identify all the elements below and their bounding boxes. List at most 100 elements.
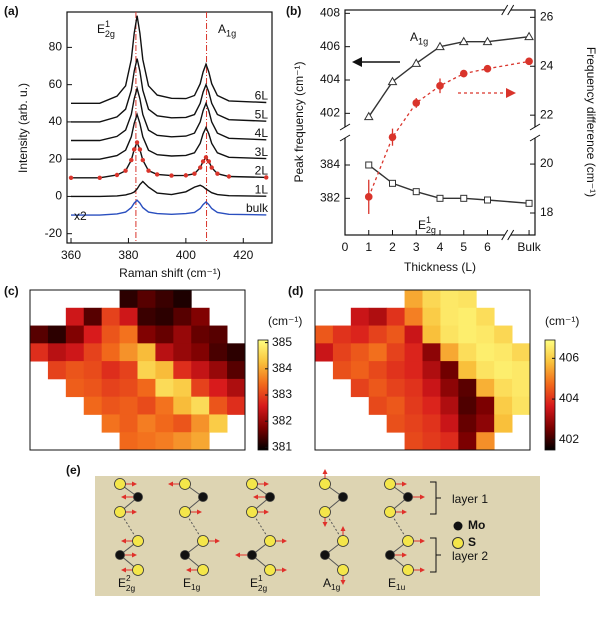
marker <box>131 147 137 152</box>
displacement-head <box>282 567 287 573</box>
marker <box>192 171 197 176</box>
heat-cell <box>47 343 67 362</box>
diagram-background <box>95 476 540 596</box>
heat-cell <box>83 325 103 344</box>
y-tick-label: 382 <box>320 191 340 205</box>
heat-cell <box>350 378 370 398</box>
series-label: 6L <box>255 89 269 103</box>
x-tick-label: 400 <box>176 248 196 262</box>
displacement-head <box>215 538 220 544</box>
heat-cell <box>155 325 174 344</box>
heat-cell <box>512 396 531 415</box>
heat-cell <box>368 378 388 398</box>
heat-cell <box>119 378 138 398</box>
map-frame <box>29 289 246 451</box>
heat-cell <box>137 343 156 362</box>
heat-cell <box>155 290 174 309</box>
x-tick-label: 420 <box>233 248 253 262</box>
y-axis-label: Intensity (arb. u.) <box>16 83 30 173</box>
colorbar <box>544 339 556 451</box>
y2-tick-label: 22 <box>540 107 554 121</box>
heat-cell <box>332 343 352 362</box>
mode-label: E2 2g <box>118 573 136 593</box>
marker <box>206 159 212 164</box>
heat-cell <box>494 325 513 344</box>
heat-cell <box>404 343 423 362</box>
marker <box>114 172 120 178</box>
y2-tick-label: 24 <box>540 58 554 72</box>
x-axis-label: Thickness (L) <box>404 260 476 274</box>
symbol-main: E <box>250 576 258 590</box>
heat-cell <box>368 361 388 380</box>
sulfur-atom <box>246 506 258 518</box>
axis-break-mark <box>529 123 541 131</box>
sulfur-atom <box>264 535 276 547</box>
heat-cell <box>404 414 423 433</box>
displacement-head <box>121 538 126 544</box>
legend-mo <box>453 521 463 531</box>
marker <box>137 147 143 152</box>
heat-cell <box>209 396 228 415</box>
marker <box>460 194 468 202</box>
displacement-head <box>121 494 126 500</box>
heat-cell <box>386 307 405 326</box>
heat-cell <box>47 361 67 380</box>
y-tick-label: -20 <box>45 226 63 240</box>
marker <box>68 175 74 180</box>
displacement-head <box>264 509 269 515</box>
heat-cell <box>476 414 495 433</box>
sulfur-atom <box>114 506 126 518</box>
heat-cell <box>386 396 405 415</box>
heat-cell <box>209 414 228 433</box>
sulfur-atom <box>179 478 191 490</box>
symbol-sub: 1g <box>331 582 341 592</box>
symbol-main: E <box>183 576 191 590</box>
heat-cell <box>512 378 531 398</box>
symbol-main: E <box>418 218 426 232</box>
heat-cell <box>476 396 495 415</box>
heat-cell <box>173 361 192 380</box>
heat-cell <box>368 396 388 415</box>
x-tick-label: 1 <box>365 240 372 254</box>
heat-cell <box>65 325 85 344</box>
heat-cell <box>65 343 85 362</box>
heat-cell <box>422 361 441 380</box>
heat-cell <box>458 396 477 415</box>
heat-cell <box>119 361 138 380</box>
heat-cell <box>65 378 85 398</box>
marker <box>183 173 189 178</box>
molybdenum-atom <box>338 492 348 502</box>
displacement-head <box>264 481 269 487</box>
heat-cell <box>173 432 192 451</box>
molybdenum-atom <box>385 550 395 560</box>
heat-cell <box>65 361 85 380</box>
marker <box>364 193 373 201</box>
symbol-sub: 2g <box>258 583 268 593</box>
x-axis-label: Raman shift (cm⁻¹) <box>119 266 221 280</box>
colorbar-tick-label: 384 <box>272 361 292 375</box>
heat-cell <box>386 343 405 362</box>
heat-cell <box>155 307 174 326</box>
molybdenum-atom <box>198 492 208 502</box>
symbol-main: A <box>323 576 331 590</box>
heat-cell <box>440 290 459 309</box>
series-line <box>71 140 267 179</box>
x-tick-label: 0 <box>342 240 349 254</box>
symbol-sup: 1 <box>258 573 263 583</box>
heat-cell <box>227 343 246 362</box>
marker <box>525 57 533 66</box>
heat-cell <box>83 396 103 415</box>
y-tick-label: 60 <box>49 77 63 91</box>
marker <box>411 58 422 67</box>
plot-frame <box>66 11 273 244</box>
heat-cell <box>227 361 246 380</box>
mode-label: E1g <box>183 576 201 592</box>
heat-cell <box>65 307 85 326</box>
symbol-sub: 1g <box>226 29 236 39</box>
heat-cell <box>476 378 495 398</box>
heat-cell <box>422 343 441 362</box>
displacement-head <box>420 567 425 573</box>
displacement-head <box>340 580 346 585</box>
panel-label: (c) <box>4 284 19 298</box>
note: x2 <box>74 209 87 223</box>
